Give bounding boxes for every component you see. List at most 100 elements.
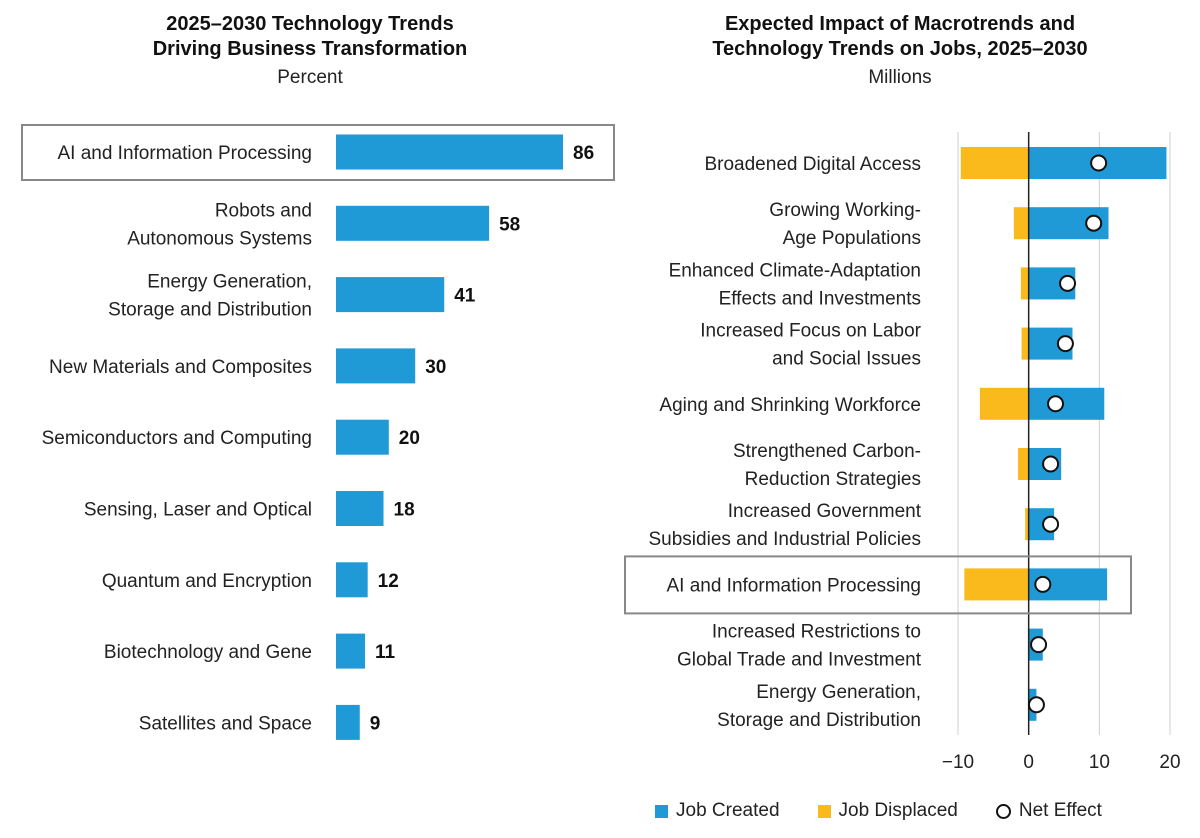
right-category-label-6-line-1: Increased Government [728,501,922,522]
right-tick-label-0: −10 [942,752,974,773]
left-bar-5 [336,491,384,526]
right-tick-label-1: 0 [1023,752,1034,773]
left-bar-7 [336,633,366,669]
right-tick-label-3: 20 [1159,752,1180,773]
right-bar-displaced-6 [1025,508,1029,541]
left-value-label-8: 9 [370,713,381,734]
right-category-label-0-line-1: Broadened Digital Access [704,154,921,175]
left-category-label-0: AI and Information Processing [57,143,312,164]
right-category-label-3-line-1: Increased Focus on Labor [700,321,921,342]
left-value-label-6: 12 [378,571,399,592]
right-category-label-3: Increased Focus on Labor and Social Issue… [700,321,921,370]
right-category-label-8-line-2: Global Trade and Investment [677,650,922,671]
left-category-label-1-line-2: Autonomous Systems [127,228,312,249]
left-bar-8 [336,704,360,740]
left-category-label-1: Robots and Autonomous Systems [127,200,312,249]
right-chart-subtitle: Millions [868,67,932,88]
left-value-label-7: 11 [375,642,396,663]
right-category-label-9-line-1: Energy Generation, [756,682,921,703]
legend-item-displaced: Job Displaced [817,800,958,822]
right-bar-displaced-4 [979,387,1029,420]
right-net-effect-point-1 [1085,214,1103,232]
left-category-label-7: Biotechnology and Gene [104,642,312,663]
right-bar-created-4 [1028,387,1105,420]
left-highlight-frame [21,124,615,181]
left-bar-1 [336,205,490,241]
right-category-label-1-line-1: Growing Working- [769,200,921,221]
right-category-label-6-line-2: Subsidies and Industrial Policies [649,529,922,550]
right-net-effect-point-4 [1047,395,1065,413]
right-category-label-9: Energy Generation, Storage and Distributi… [717,682,921,731]
left-chart-subtitle: Percent [277,67,343,88]
left-value-label-1: 58 [499,214,520,235]
left-chart-title-line-1: 2025–2030 Technology Trends [166,13,454,35]
right-bar-displaced-5 [1018,448,1029,480]
right-net-effect-point-7 [1034,575,1052,593]
right-net-effect-point-6 [1042,515,1060,533]
right-bar-displaced-3 [1021,327,1029,360]
legend-label-net: Net Effect [1018,800,1102,821]
left-category-label-8: Satellites and Space [139,713,312,734]
right-category-label-2-line-1: Enhanced Climate-Adaptation [669,260,921,281]
left-category-label-2-line-1: Energy Generation, [147,272,312,293]
right-category-label-7: AI and Information Processing [666,575,921,596]
left-category-label-4-line-1: Semiconductors and Computing [42,428,312,449]
right-category-label-4: Aging and Shrinking Workforce [659,395,921,416]
legend-swatch-displaced [817,804,831,818]
left-bar-3 [336,348,416,384]
left-category-label-5-line-1: Sensing, Laser and Optical [84,500,312,521]
left-bar-2 [336,277,445,313]
left-value-label-2: 41 [454,286,476,307]
right-chart-title: Expected Impact of Macrotrends and Techn… [660,12,1140,62]
left-category-label-5: Sensing, Laser and Optical [84,500,312,521]
right-chart-title-line-1: Expected Impact of Macrotrends and [724,13,1076,35]
left-category-label-1-line-1: Robots and [215,200,312,221]
legend-swatch-created [655,804,668,818]
left-category-label-2-line-2: Storage and Distribution [108,300,312,321]
legend: Job Created Job Displaced Net Effect [655,800,1102,822]
left-category-label-6: Quantum and Encryption [102,571,312,592]
right-category-label-3-line-2: and Social Issues [772,349,921,370]
right-chart-title-line-2: Technology Trends on Jobs, 2025–2030 [712,38,1088,60]
right-category-label-1: Growing Working- Age Populations [769,200,921,249]
right-category-label-5-line-2: Reduction Strategies [745,469,921,490]
right-net-effect-point-0 [1090,154,1108,172]
left-category-label-2: Energy Generation, Storage and Distributi… [108,272,312,321]
legend-item-created: Job Created [655,800,780,822]
right-category-label-1-line-2: Age Populations [783,228,921,249]
left-value-label-4: 20 [399,428,420,449]
legend-swatch-net-circle-icon [995,803,1011,819]
legend-label-created: Job Created [676,800,780,821]
left-category-label-6-line-1: Quantum and Encryption [102,571,312,592]
right-category-label-2: Enhanced Climate-Adaptation Effects and I… [669,260,921,309]
right-net-effect-point-5 [1042,455,1060,473]
legend-label-displaced: Job Displaced [838,800,958,821]
right-category-label-9-line-2: Storage and Distribution [717,710,921,731]
left-chart-title: 2025–2030 Technology Trends Driving Busi… [100,12,520,62]
right-category-label-8-line-1: Increased Restrictions to [712,622,921,643]
left-value-label-0: 86 [573,143,594,164]
right-net-effect-point-2 [1059,274,1077,292]
left-bar-4 [336,419,389,455]
left-category-label-8-line-1: Satellites and Space [139,713,312,734]
right-category-label-2-line-2: Effects and Investments [719,288,921,309]
right-highlight-frame [624,555,1132,615]
right-net-effect-point-3 [1056,335,1074,353]
right-net-effect-point-8 [1030,636,1048,654]
left-bar-6 [336,562,368,598]
left-category-label-3-line-1: New Materials and Composites [49,357,312,378]
right-net-effect-point-9 [1027,696,1045,714]
right-category-label-0: Broadened Digital Access [704,154,921,175]
left-category-label-0-line-1: AI and Information Processing [57,143,312,164]
right-bar-displaced-1 [1013,207,1029,240]
left-category-label-4: Semiconductors and Computing [42,428,312,449]
left-value-label-5: 18 [394,500,415,521]
right-category-label-6: Increased Government Subsidies and Indust… [649,501,922,550]
right-category-label-5-line-1: Strengthened Carbon- [733,441,921,462]
right-category-label-5: Strengthened Carbon- Reduction Strategies [733,441,921,490]
right-category-label-7-line-1: AI and Information Processing [666,575,921,596]
left-chart-title-line-2: Driving Business Transformation [152,38,468,60]
right-tick-label-2: 10 [1089,752,1110,773]
left-category-label-7-line-1: Biotechnology and Gene [104,642,312,663]
right-bar-displaced-0 [960,147,1029,179]
